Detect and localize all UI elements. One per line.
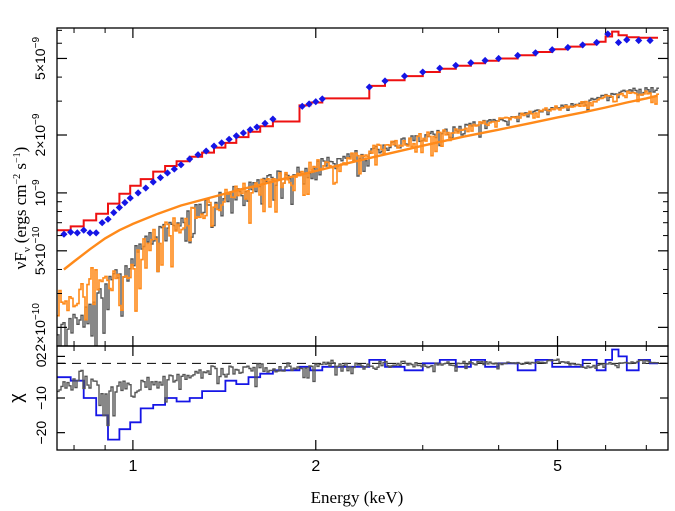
blue-data-point bbox=[467, 59, 475, 67]
blue-data-point bbox=[635, 36, 643, 45]
blue-data-point bbox=[202, 147, 210, 155]
blue-data-point bbox=[170, 165, 178, 173]
blue-data-point bbox=[142, 184, 150, 192]
blue-data-point bbox=[218, 139, 226, 147]
blue-data-point bbox=[73, 229, 81, 237]
blue-data-point bbox=[579, 41, 587, 49]
blue-data-point bbox=[126, 194, 134, 202]
residuals-y-ticks: 20 −10 −20 bbox=[33, 352, 668, 445]
blue-data-point bbox=[115, 203, 123, 212]
blue-data-point bbox=[232, 132, 240, 140]
gray-residual-series bbox=[57, 358, 659, 427]
blue-data-point bbox=[80, 226, 88, 234]
residuals-y-axis-label: χ bbox=[6, 393, 26, 403]
residual-y-tick-label: −10 bbox=[33, 386, 49, 410]
residual-y-tick-label: 0 bbox=[33, 359, 49, 367]
residuals-frame bbox=[56, 345, 669, 451]
blue-data-point bbox=[365, 83, 373, 91]
blue-data-point bbox=[646, 36, 654, 45]
blue-data-point bbox=[86, 229, 94, 237]
blue-data-point bbox=[305, 100, 313, 108]
x-axis-label: Energy (keV) bbox=[311, 488, 404, 507]
orange-spectrum-series bbox=[57, 90, 659, 321]
blue-data-point bbox=[531, 49, 540, 57]
blue-data-point bbox=[225, 135, 233, 143]
blue-data-point bbox=[312, 98, 320, 106]
spectrum-frame bbox=[56, 27, 669, 347]
x-tick-label: 5 bbox=[553, 458, 562, 475]
blue-data-point bbox=[121, 199, 129, 207]
y-tick-label: 5×10−10 bbox=[31, 226, 48, 275]
blue-data-point bbox=[110, 209, 118, 217]
residuals-x-ticks: 1 2 5 bbox=[73, 346, 647, 475]
blue-data-point bbox=[104, 215, 112, 223]
residuals-series-layer bbox=[57, 348, 659, 441]
blue-data-point bbox=[239, 129, 247, 137]
blue-data-point bbox=[614, 38, 623, 47]
blue-data-point bbox=[186, 155, 194, 163]
spectrum-y-ticks: 2×10−10 5×10−10 10−9 2×10−9 5×10−9 bbox=[31, 29, 668, 352]
spectrum-series-layer bbox=[57, 30, 659, 346]
blue-data-point bbox=[514, 51, 522, 60]
blue-data-point bbox=[564, 43, 572, 52]
spectrum-x-ticks bbox=[73, 28, 647, 346]
blue-residual-series bbox=[57, 348, 658, 441]
y-tick-label: 5×10−9 bbox=[31, 37, 48, 80]
y-tick-label: 2×10−10 bbox=[31, 303, 48, 352]
blue-data-point bbox=[381, 77, 389, 85]
blue-data-point bbox=[261, 119, 269, 127]
blue-data-point bbox=[419, 68, 427, 76]
blue-data-point bbox=[163, 169, 172, 177]
blue-data-point bbox=[269, 115, 277, 123]
y-tick-label: 2×10−9 bbox=[31, 113, 48, 156]
blue-data-point bbox=[495, 54, 503, 63]
blue-data-point bbox=[623, 36, 631, 44]
blue-data-point bbox=[253, 123, 261, 131]
x-tick-label: 2 bbox=[311, 458, 320, 475]
gray-spectrum-series bbox=[57, 87, 659, 346]
x-tick-label: 1 bbox=[128, 458, 137, 475]
blue-data-point bbox=[60, 230, 68, 238]
blue-data-point bbox=[318, 95, 326, 103]
blue-data-point bbox=[298, 102, 306, 110]
blue-data-point bbox=[548, 46, 556, 54]
residual-y-tick-label: −20 bbox=[33, 421, 49, 445]
blue-data-point bbox=[177, 161, 185, 169]
spectrum-y-axis-label: νFν(ergs cm−2 s−1) bbox=[11, 147, 33, 270]
blue-data-point bbox=[436, 64, 444, 72]
blue-data-point bbox=[156, 174, 165, 182]
blue-data-point bbox=[149, 178, 157, 186]
blue-data-point bbox=[67, 228, 75, 236]
blue-data-point bbox=[593, 38, 601, 47]
spectrum-panel: 2×10−10 5×10−10 10−9 2×10−9 5×10−9 νFν(ergs … bbox=[11, 27, 669, 352]
blue-data-point bbox=[194, 151, 202, 159]
blue-data-point bbox=[210, 142, 218, 150]
blue-data-point bbox=[246, 126, 254, 134]
orange-model-curve bbox=[63, 94, 658, 271]
y-tick-label: 10−9 bbox=[31, 179, 48, 206]
blue-data-point bbox=[400, 72, 409, 80]
blue-data-point bbox=[452, 61, 460, 70]
blue-data-point bbox=[481, 56, 489, 65]
blue-data-point bbox=[134, 189, 142, 197]
blue-data-point bbox=[98, 219, 106, 227]
residual-y-tick-label: 2 bbox=[33, 352, 49, 360]
red-model-step bbox=[57, 30, 658, 232]
blue-data-point bbox=[92, 229, 100, 237]
